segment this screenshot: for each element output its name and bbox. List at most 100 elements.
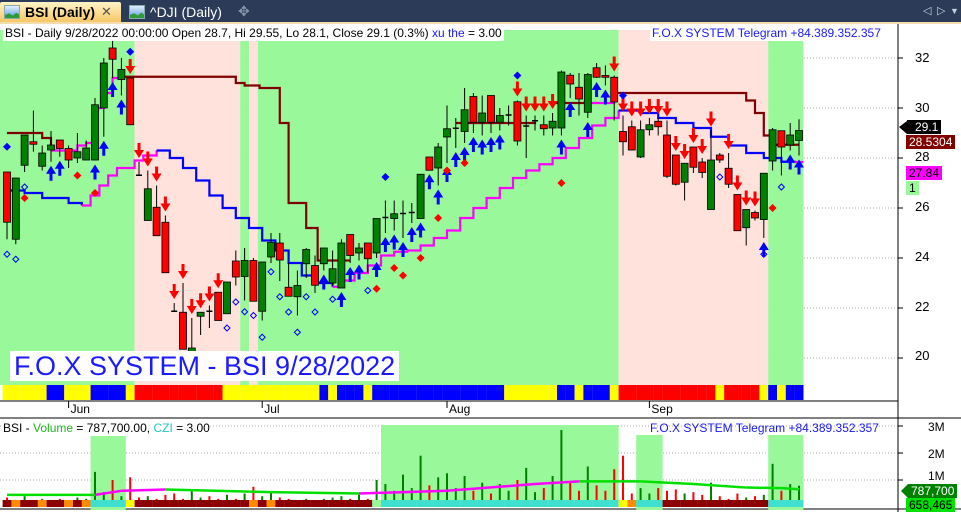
price-axis-label: 20 (915, 348, 930, 363)
close-tab-icon[interactable]: ✕ (101, 4, 112, 19)
buy-arrow-icon (582, 122, 593, 137)
czi-strip-cell (486, 500, 496, 507)
volume-ma-line (121, 488, 166, 493)
buy-arrow-icon (450, 152, 461, 167)
buy-arrow-icon (591, 82, 602, 97)
sell-arrow-icon (125, 59, 136, 74)
sell-arrow-icon (653, 99, 664, 114)
volume-ma-line (781, 486, 800, 491)
czi-strip-cell (539, 500, 549, 507)
czi-strip-cell (125, 500, 135, 507)
up-candle (434, 146, 443, 169)
down-candle (161, 221, 170, 274)
up-candle (302, 249, 311, 265)
trend-strip-cell (372, 385, 382, 400)
down-candle (663, 134, 671, 177)
blue-dot-icon (126, 47, 135, 56)
up-candle (337, 242, 346, 289)
blue-diamond-icon (267, 268, 275, 276)
watermark-title: F.O.X SYSTEM - BSI 9/28/2022 (10, 351, 400, 381)
trend-strip-cell (574, 385, 584, 400)
tab-dji-daily[interactable]: ^DJI (Daily) (125, 2, 231, 22)
volume-ma-tag: 658,465 (906, 498, 956, 512)
czi-strip-cell (706, 500, 716, 507)
up-candle (240, 260, 249, 277)
trend-strip-cell (609, 385, 619, 400)
czi-strip-cell (46, 500, 56, 507)
up-candle (768, 129, 777, 162)
trend-strip-cell (794, 385, 804, 400)
down-candle (346, 234, 355, 256)
up-candle (293, 285, 302, 298)
down-candle (55, 139, 64, 149)
czi-strip-cell (81, 500, 91, 507)
tab-label: ^DJI (Daily) (150, 4, 222, 20)
trend-strip-cell (381, 385, 390, 400)
down-candle (698, 161, 707, 173)
czi-strip-cell (433, 500, 443, 507)
trend-strip-cell (750, 385, 760, 400)
down-candle (671, 154, 680, 185)
volume-axis-label: 2M (928, 447, 945, 461)
czi-strip-cell (768, 500, 778, 507)
buy-arrow-icon (486, 137, 496, 152)
sell-arrow-icon (538, 96, 549, 112)
scroll-left-icon[interactable]: ◁ (923, 5, 932, 17)
scroll-right-icon[interactable]: ▷ (937, 5, 946, 17)
trend-strip-cell (2, 385, 12, 400)
add-tab-icon[interactable]: ✥ (238, 3, 250, 19)
trend-strip-cell (680, 385, 690, 400)
up-candle (91, 104, 99, 161)
trend-strip-cell (548, 385, 558, 400)
up-candle (443, 128, 451, 138)
trend-strip-cell (37, 385, 47, 400)
tab-menu-icon[interactable]: ▼ (950, 6, 959, 16)
trend-strip-cell (134, 385, 144, 400)
trend-strip-cell (196, 385, 206, 400)
trend-strip-cell (460, 385, 470, 400)
blue-diamond-icon (760, 250, 768, 258)
down-candle (249, 260, 258, 302)
trend-strip-cell (354, 385, 364, 400)
telegram-label: F.O.X SYSTEM Telegram +84.389.352.357 (650, 421, 879, 435)
czi-strip-cell (222, 500, 232, 507)
czi-strip-cell (345, 500, 355, 507)
trend-strip-cell (759, 385, 769, 400)
czi-strip-cell (196, 500, 206, 507)
czi-strip-cell (117, 500, 126, 507)
volume-ma-line (534, 480, 580, 486)
down-candle (592, 67, 601, 78)
volume-zone (90, 435, 126, 510)
trend-strip-cell (169, 385, 179, 400)
blue-diamond-icon (3, 250, 11, 258)
czi-strip-cell (372, 500, 382, 507)
buy-arrow-icon (46, 165, 56, 181)
czi-strip-cell (653, 500, 663, 507)
trend-strip-cell (11, 385, 21, 400)
czi-strip-cell (363, 500, 373, 507)
sell-arrow-icon (697, 139, 708, 154)
blue-diamond-icon (249, 311, 258, 320)
trend-strip-cell (55, 385, 65, 400)
buy-arrow-icon (398, 242, 408, 257)
up-candle (548, 120, 557, 129)
volume-ma-line (693, 482, 747, 489)
tab-label: BSI (Daily) (25, 4, 96, 20)
czi-strip-cell (785, 500, 795, 507)
trend-strip-cell (671, 385, 681, 400)
blue-diamond-icon (284, 308, 293, 316)
czi-strip-cell (240, 500, 250, 507)
ohlc-readout: BSI - Daily 9/28/2022 00:00:00 Open 28.7… (5, 26, 429, 40)
czi-strip-cell (64, 500, 74, 507)
down-candle (566, 74, 575, 85)
blue-diamond-icon (258, 333, 266, 341)
down-candle (575, 86, 583, 100)
red-dot-icon (20, 194, 29, 202)
tab-bsi-daily[interactable]: BSI (Daily) ✕ (0, 2, 121, 22)
trend-strip-cell (583, 385, 593, 400)
trend-strip-cell (99, 385, 109, 400)
up-candle (636, 129, 645, 158)
month-label: Jun (70, 402, 90, 416)
up-candle (99, 62, 108, 109)
